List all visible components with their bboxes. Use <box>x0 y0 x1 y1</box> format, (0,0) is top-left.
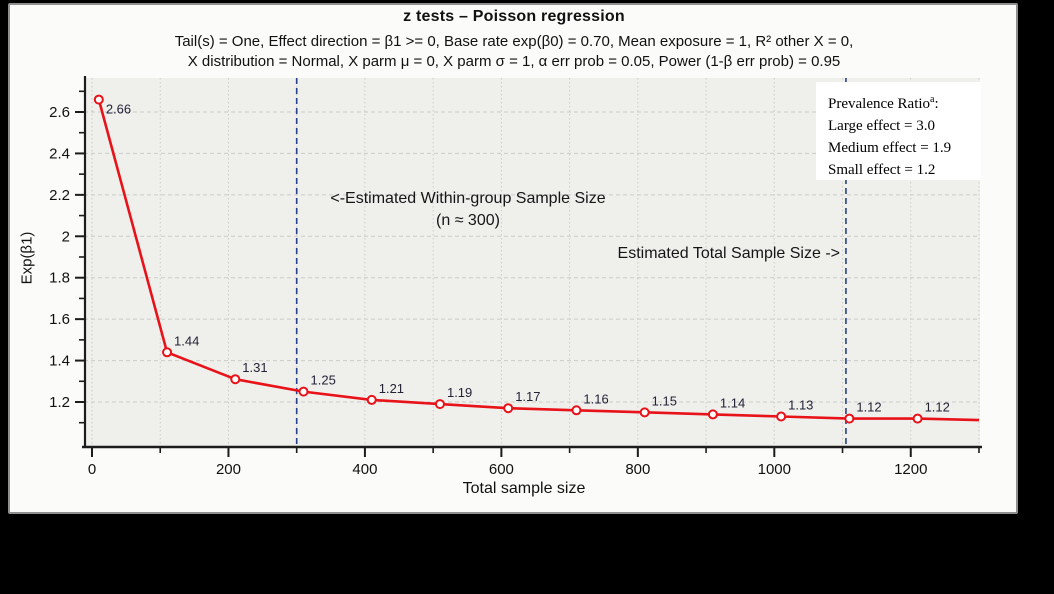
data-point-marker <box>93 94 104 105</box>
y-tick-label: 1.8 <box>49 270 70 287</box>
chart-subtitle-line2: X distribution = Normal, X parm μ = 0, X… <box>187 53 841 70</box>
data-point-marker <box>844 413 855 424</box>
y-tick-label: 1.2 <box>49 394 70 411</box>
y-tick-label: 2 <box>62 228 70 245</box>
chart-subtitle-line1: Tail(s) = One, Effect direction = β1 >= … <box>174 33 854 50</box>
data-point-marker <box>230 374 241 385</box>
legend-item: Large effect = 3.0 <box>828 118 936 134</box>
data-point-marker <box>434 399 445 410</box>
data-point-marker <box>298 386 309 397</box>
data-point-label: 1.16 <box>583 391 608 406</box>
x-tick-label: 400 <box>352 461 377 478</box>
data-point-label: 1.19 <box>447 385 472 400</box>
legend-footnote-marker: a <box>930 94 935 105</box>
chart-title: z tests – Poisson regression <box>403 8 625 25</box>
legend-item: Small effect = 1.2 <box>828 162 936 178</box>
y-tick-label: 1.4 <box>49 353 70 370</box>
annotation-total-sample-size: Estimated Total Sample Size -> <box>617 245 840 262</box>
data-point-label: 2.66 <box>106 102 131 117</box>
data-point-label: 1.17 <box>515 389 540 404</box>
data-point-label: 1.13 <box>788 397 813 412</box>
data-point-label: 1.25 <box>311 373 336 388</box>
x-tick-label: 0 <box>88 461 96 478</box>
annotation-within-group-line1: <-Estimated Within-group Sample Size <box>330 190 606 207</box>
x-tick-label: 1000 <box>758 461 791 478</box>
x-tick-label: 200 <box>216 461 241 478</box>
data-point-label: 1.12 <box>925 400 950 415</box>
legend-box: Prevalence Ratioa: Large effect = 3.0 Me… <box>816 82 981 180</box>
data-point-marker <box>776 411 787 422</box>
data-point-label: 1.21 <box>379 381 404 396</box>
data-point-marker <box>162 347 173 358</box>
y-axis-label: Exp(β1) <box>18 231 36 285</box>
data-point-label: 1.14 <box>720 395 745 410</box>
data-point-label: 1.44 <box>174 333 199 348</box>
x-tick-label: 800 <box>625 461 650 478</box>
y-tick-label: 1.6 <box>49 311 70 328</box>
data-point-label: 1.12 <box>856 400 881 415</box>
y-tick-label: 2.4 <box>49 145 70 162</box>
x-tick-label: 600 <box>489 461 514 478</box>
y-tick-label: 2.2 <box>49 187 70 204</box>
data-point-label: 1.31 <box>242 360 267 375</box>
data-point-label: 1.15 <box>652 393 677 408</box>
x-axis-label: Total sample size <box>462 480 586 497</box>
data-point-marker <box>571 405 582 416</box>
data-point-marker <box>639 407 650 418</box>
annotation-within-group-line2: (n ≈ 300) <box>436 212 500 229</box>
data-point-marker <box>366 394 377 405</box>
legend-item: Medium effect = 1.9 <box>828 140 952 156</box>
data-point-marker <box>912 413 923 424</box>
x-tick-label: 1200 <box>894 461 927 478</box>
data-point-marker <box>707 409 718 420</box>
series-line <box>97 99 980 422</box>
legend-title: Prevalence Ratioa: <box>828 94 939 112</box>
y-tick-label: 2.6 <box>49 104 70 121</box>
data-point-marker <box>503 403 514 414</box>
